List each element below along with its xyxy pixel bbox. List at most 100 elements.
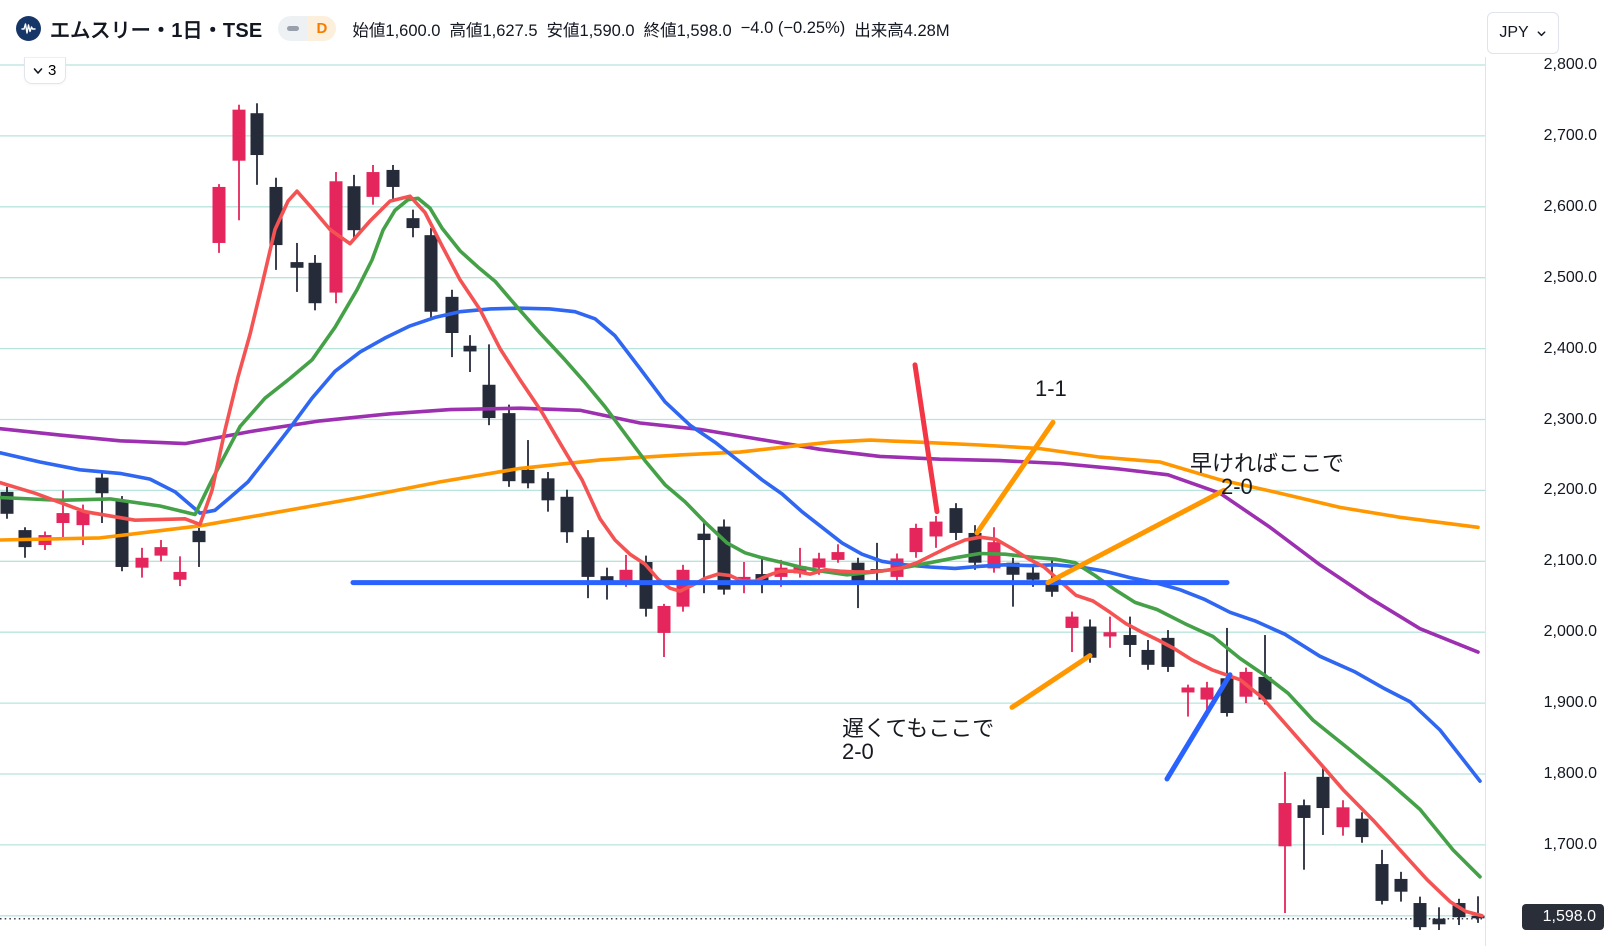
candle-body [173, 571, 187, 580]
candle-body [1432, 918, 1446, 925]
annotation-early-here[interactable]: 早ければここで [1190, 451, 1345, 476]
symbol-title[interactable]: エムスリー・1日・TSE [50, 20, 263, 42]
price-chart[interactable] [0, 0, 1485, 946]
candle-body [697, 533, 711, 541]
candle-body [793, 566, 807, 574]
symbol-logo-icon [16, 16, 41, 41]
trendline-orange-early[interactable] [1045, 487, 1227, 586]
ma-mid-blue[interactable] [0, 306, 1482, 783]
axis-price-label: 2,600.0 [1543, 197, 1597, 215]
axis-price-label: 2,400.0 [1543, 339, 1597, 357]
annotation-1-1[interactable]: 1-1 [1035, 376, 1067, 401]
candle-body [192, 530, 206, 543]
axis-price-label: 2,500.0 [1543, 268, 1597, 286]
candle-body [250, 113, 264, 156]
last-price-badge: 1,598.0 [1522, 904, 1604, 931]
candle-body [386, 169, 400, 187]
candle-body [1026, 572, 1040, 580]
candle-body [1181, 687, 1195, 693]
candle-body [1258, 676, 1272, 700]
candle-body [0, 491, 14, 514]
candle-body [232, 109, 246, 161]
candle-body [949, 508, 963, 533]
axis-price-label: 1,700.0 [1543, 835, 1597, 853]
candle-body [406, 218, 420, 229]
object-tree-toggle-button[interactable]: 3 [24, 57, 67, 84]
axis-price-label: 2,100.0 [1543, 552, 1597, 570]
candle-body [1355, 818, 1369, 838]
candle-body [502, 413, 516, 482]
candle-body [95, 477, 109, 494]
drawing-count: 3 [48, 62, 57, 79]
axis-price-label: 2,000.0 [1543, 623, 1597, 641]
ma-fast-red[interactable] [0, 189, 1484, 918]
ohlc-readout: 始値1,600.0 高値1,627.5 安値1,590.0 終値1,598.0 … [352, 17, 958, 41]
candle-body [831, 552, 845, 560]
candle-body [76, 510, 90, 526]
candle-body [308, 262, 322, 304]
candle-body [347, 186, 361, 231]
interval-badge[interactable]: D [307, 16, 337, 41]
axis-price-label: 1,800.0 [1543, 765, 1597, 782]
candle-body [657, 605, 671, 633]
currency-selector[interactable]: JPY [1487, 12, 1559, 54]
candle-body [521, 469, 535, 484]
candle-body [929, 521, 943, 537]
axis-price-label: 2,200.0 [1543, 481, 1597, 499]
price-axis[interactable]: 1,598.0 2,800.0 2,700.0 2,600.0 2,500.0 2,40… [1485, 0, 1613, 946]
ma-mid-green[interactable] [0, 196, 1482, 879]
candle-body [463, 345, 477, 352]
axis-price-label: 2,300.0 [1543, 410, 1597, 428]
trendline-orange-1-1[interactable] [974, 419, 1056, 536]
candle-body [1103, 632, 1117, 637]
open-value: 始値1,600.0 [352, 21, 441, 40]
currency-label: JPY [1499, 24, 1529, 41]
axis-price-label: 2,800.0 [1543, 56, 1597, 73]
candle-body [1336, 807, 1350, 828]
indicator-visibility-icon[interactable] [278, 16, 308, 41]
chart-header: エムスリー・1日・TSE D 始値1,600.0 高値1,627.5 安値1,5… [0, 0, 1613, 57]
volume-value: 出来高4.28M [854, 21, 950, 40]
candle-body [1394, 878, 1408, 892]
chevron-down-icon [1537, 30, 1546, 36]
ma-long-orange[interactable] [0, 438, 1480, 542]
candle-body [135, 557, 149, 568]
annotation-early-2-0[interactable]: 2-0 [1221, 474, 1253, 499]
trendline-orange-late[interactable] [1009, 653, 1093, 710]
candle-body [212, 186, 226, 243]
candle-body [1471, 915, 1485, 919]
candle-body [1375, 864, 1389, 901]
close-value: 終値1,598.0 [643, 21, 732, 40]
ma-long-purple[interactable] [0, 406, 1480, 654]
candle-body [639, 562, 653, 609]
candle-body [1297, 805, 1311, 818]
trendline-red-steep[interactable] [912, 362, 940, 515]
waveform-icon [21, 23, 36, 34]
candle-body [560, 496, 574, 533]
candle-body [366, 172, 380, 197]
candle-body [424, 235, 438, 312]
candle-body [1065, 616, 1079, 628]
candle-body [1316, 776, 1330, 809]
annotation-late-here[interactable]: 遅くてもここで [842, 716, 995, 741]
candle-body [1200, 687, 1214, 700]
candle-body [541, 478, 555, 501]
candle-body [909, 527, 923, 553]
candle-body [290, 262, 304, 268]
high-value: 高値1,627.5 [449, 21, 538, 40]
candle-body [812, 558, 826, 568]
candle-body [1123, 635, 1137, 645]
interval-pill-group: D [278, 16, 337, 41]
candles [0, 103, 1485, 930]
candle-body [482, 384, 496, 419]
candle-body [269, 186, 283, 246]
annotation-late-2-0[interactable]: 2-0 [842, 739, 874, 764]
candle-body [619, 569, 633, 583]
low-value: 安値1,590.0 [546, 21, 635, 40]
candle-body [56, 513, 70, 524]
candle-body [1083, 626, 1097, 658]
axis-price-label: 1,900.0 [1543, 694, 1597, 712]
candle-body [1278, 803, 1292, 847]
trendline-blue-short[interactable] [1164, 672, 1233, 782]
candle-body [1141, 649, 1155, 665]
